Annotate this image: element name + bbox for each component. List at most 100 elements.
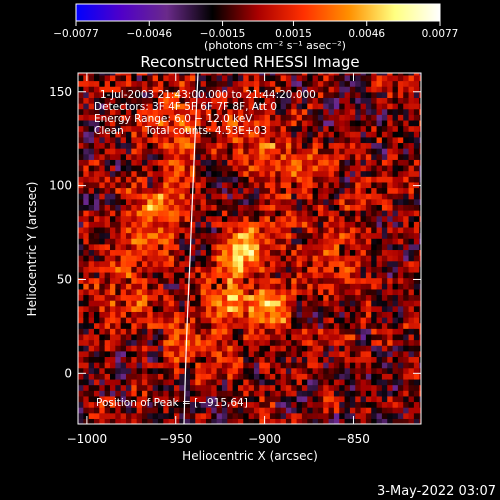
heatmap-cell xyxy=(333,412,340,419)
heatmap-cell xyxy=(397,148,404,155)
heatmap-cell xyxy=(253,390,260,397)
heatmap-cell xyxy=(232,221,239,228)
heatmap-cell xyxy=(312,300,319,307)
heatmap-cell xyxy=(99,210,106,217)
heatmap-cell xyxy=(371,339,378,346)
heatmap-cell xyxy=(152,339,159,346)
heatmap-cell xyxy=(83,210,90,217)
heatmap-cell xyxy=(216,356,223,363)
heatmap-cell xyxy=(328,277,335,284)
heatmap-cell xyxy=(403,266,410,273)
heatmap-cell xyxy=(179,249,186,256)
heatmap-cell xyxy=(227,395,234,403)
heatmap-cell xyxy=(291,401,298,408)
heatmap-cell xyxy=(221,232,228,239)
heatmap-cell xyxy=(323,73,330,76)
heatmap-cell xyxy=(419,204,421,211)
heatmap-cell xyxy=(131,136,138,144)
heatmap-cell xyxy=(136,125,143,132)
heatmap-cell xyxy=(83,221,90,228)
heatmap-cell xyxy=(349,345,356,352)
heatmap-cell xyxy=(163,317,170,324)
heatmap-cell xyxy=(136,80,143,87)
heatmap-cell xyxy=(211,148,218,155)
heatmap-cell xyxy=(275,378,282,386)
heatmap-cell xyxy=(339,277,346,284)
heatmap-cell xyxy=(403,74,410,82)
heatmap-cell xyxy=(248,226,255,234)
heatmap-cell xyxy=(88,159,95,166)
heatmap-cell xyxy=(200,170,207,177)
heatmap-cell xyxy=(291,108,298,115)
heatmap-cell xyxy=(365,204,372,211)
heatmap-cell xyxy=(173,73,180,76)
heatmap-cell xyxy=(275,390,282,397)
heatmap-cell xyxy=(184,378,191,386)
heatmap-cell xyxy=(216,108,223,115)
heatmap-cell xyxy=(371,243,378,251)
heatmap-cell xyxy=(296,181,303,189)
heatmap-cell xyxy=(371,294,378,301)
heatmap-cell xyxy=(157,125,164,132)
heatmap-cell xyxy=(253,226,260,234)
heatmap-cell xyxy=(333,311,340,318)
heatmap-cell xyxy=(189,407,196,414)
heatmap-cell xyxy=(205,232,212,239)
heatmap-cell xyxy=(360,91,367,99)
heatmap-cell xyxy=(227,350,234,358)
heatmap-cell xyxy=(216,350,223,358)
heatmap-cell xyxy=(403,249,410,256)
heatmap-cell xyxy=(157,119,164,127)
heatmap-cell xyxy=(120,249,127,256)
heatmap-cell xyxy=(243,395,250,403)
heatmap-cell xyxy=(131,283,138,290)
heatmap-cell xyxy=(307,164,314,172)
heatmap-cell xyxy=(259,119,266,127)
heatmap-cell xyxy=(163,114,170,121)
heatmap-cell xyxy=(168,373,175,380)
heatmap-cell xyxy=(397,271,404,279)
heatmap-cell xyxy=(376,283,383,290)
heatmap-cell xyxy=(232,198,239,205)
heatmap-cell xyxy=(419,153,421,160)
heatmap-cell xyxy=(264,271,271,279)
heatmap-cell xyxy=(413,226,420,234)
heatmap-cell xyxy=(168,322,175,329)
heatmap-cell xyxy=(232,367,239,374)
heatmap-cell xyxy=(205,226,212,234)
heatmap-cell xyxy=(301,339,308,346)
heatmap-cell xyxy=(237,395,244,403)
heatmap-cell xyxy=(312,311,319,318)
heatmap-cell xyxy=(173,288,180,296)
heatmap-cell xyxy=(131,148,138,155)
heatmap-cell xyxy=(88,350,95,358)
heatmap-cell xyxy=(248,221,255,228)
heatmap-cell xyxy=(381,328,388,335)
heatmap-cell xyxy=(227,97,234,104)
heatmap-cell xyxy=(317,125,324,132)
heatmap-cell xyxy=(232,114,239,121)
heatmap-cell xyxy=(280,181,287,189)
heatmap-cell xyxy=(355,97,362,104)
heatmap-cell xyxy=(275,356,282,363)
heatmap-cell xyxy=(280,243,287,251)
heatmap-cell xyxy=(205,210,212,217)
heatmap-cell xyxy=(115,362,122,369)
heatmap-cell xyxy=(99,74,106,82)
heatmap-cell xyxy=(264,86,271,93)
heatmap-cell xyxy=(99,317,106,324)
heatmap-cell xyxy=(211,356,218,363)
heatmap-cell xyxy=(403,142,410,149)
heatmap-cell xyxy=(403,305,410,312)
heatmap-cell xyxy=(99,136,106,144)
colorbar-tick-label: 0.0077 xyxy=(422,28,459,40)
heatmap-cell xyxy=(216,86,223,93)
heatmap-cell xyxy=(189,266,196,273)
heatmap-cell xyxy=(99,328,106,335)
heatmap-cell xyxy=(163,198,170,205)
heatmap-cell xyxy=(179,339,186,346)
heatmap-cell xyxy=(248,390,255,397)
heatmap-cell xyxy=(211,378,218,386)
heatmap-cell xyxy=(328,294,335,301)
heatmap-cell xyxy=(365,91,372,99)
